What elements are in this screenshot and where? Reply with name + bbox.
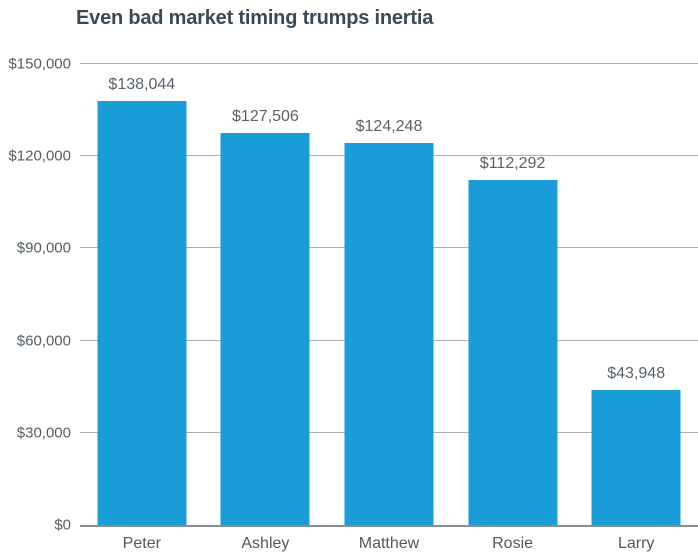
y-axis-tick-label: $60,000 [16, 332, 71, 350]
gridline [80, 63, 698, 64]
bar-larry [591, 389, 681, 525]
bar-value-label-matthew: $124,248 [355, 118, 423, 136]
x-axis-label-matthew: Matthew [358, 535, 420, 552]
bar-peter [97, 100, 187, 525]
y-axis-tick-label: $150,000 [8, 55, 71, 73]
x-axis-label-rosie: Rosie [492, 535, 534, 552]
bar-value-label-larry: $43,948 [607, 364, 666, 382]
bar-slot-matthew: $124,248 [327, 64, 451, 525]
y-axis-tick-label: $120,000 [8, 147, 71, 165]
bar-slot-peter: $138,044 [80, 64, 204, 525]
y-axis-tick-label: $0 [54, 516, 71, 534]
bar-slot-ashley: $127,506 [204, 64, 328, 525]
x-axis-label-peter: Peter [122, 535, 161, 552]
bar-value-label-rosie: $112,292 [479, 154, 546, 172]
y-axis-tick-label: $90,000 [16, 239, 71, 257]
bar-slot-larry: $43,948 [574, 64, 698, 525]
x-axis-label-larry: Larry [617, 535, 655, 552]
bar-value-label-ashley: $127,506 [232, 108, 299, 126]
bar-rosie [468, 179, 558, 525]
plot-area: $0 $30,000 $60,000 $90,000 $120,000 $150,000 $… [8, 56, 698, 534]
y-axis-tick-label: $30,000 [16, 424, 71, 442]
bar-ashley [220, 133, 310, 525]
x-axis-label-ashley: Ashley [241, 535, 290, 552]
chart-title: Even bad market timing trumps inertia [76, 7, 434, 29]
bar-slot-rosie: $112,292 [451, 64, 575, 525]
bar-matthew [344, 143, 434, 525]
bars-container: $138,044 $127,506 $124,248 $112,292 $43,948 [80, 64, 698, 525]
bar-value-label-peter: $138,044 [108, 75, 176, 93]
x-axis-labels: Peter Ashley Matthew Rosie Larry [80, 535, 698, 553]
